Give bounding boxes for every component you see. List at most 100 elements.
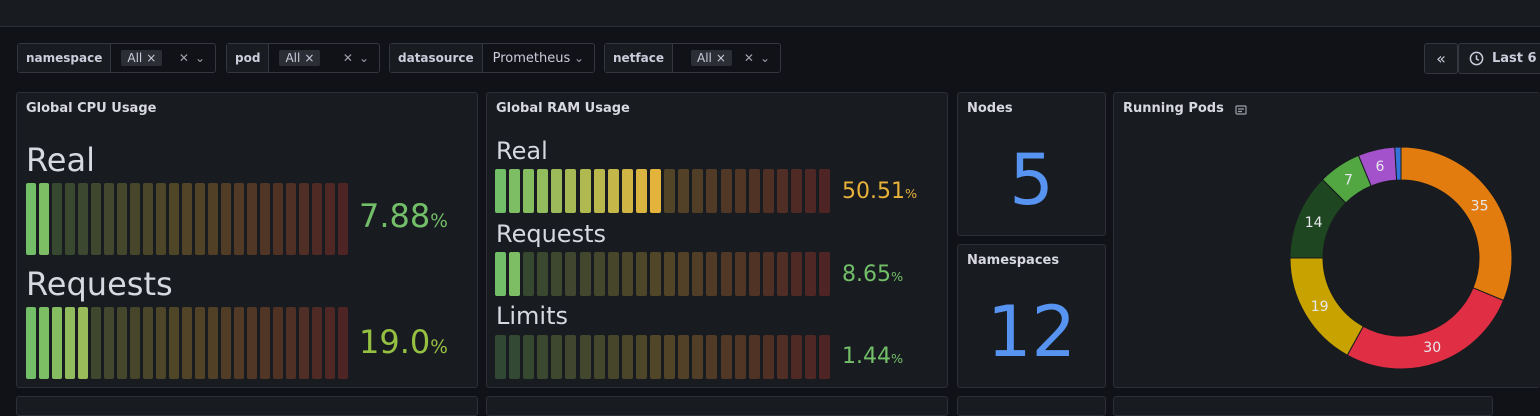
remove-icon[interactable]: × — [715, 51, 726, 65]
chevron-down-icon[interactable]: ⌄ — [194, 51, 205, 65]
gauge-cell — [299, 307, 309, 379]
chevron-down-icon[interactable]: ⌄ — [573, 51, 584, 65]
pie-slice[interactable] — [1400, 146, 1513, 302]
gauge-cell — [650, 252, 662, 296]
gauge-cell — [169, 183, 179, 255]
gauge-cell — [565, 335, 577, 379]
gauge-cell — [762, 335, 774, 379]
gauge-cell — [104, 307, 114, 379]
panel-title: Global RAM Usage — [496, 101, 630, 116]
ram-usage-panel: Global RAM Usage Real 50.51% Requests 8.… — [486, 92, 948, 388]
gauge-cell — [664, 169, 676, 213]
gauge-cell — [78, 307, 88, 379]
gauge-cell — [247, 307, 257, 379]
gauge-cell — [819, 252, 831, 296]
gauge-cell — [635, 252, 647, 296]
gauge-cell — [260, 183, 270, 255]
chevron-down-icon[interactable]: ⌄ — [358, 51, 369, 65]
gauge-label: Requests — [496, 220, 606, 248]
panel-edge — [1113, 396, 1493, 416]
panel-title: Nodes — [967, 101, 1013, 116]
running-pods-panel: Running Pods 35 30 19 14 7 6 — [1113, 92, 1540, 388]
gauge-cell — [790, 252, 802, 296]
gauge-cell — [39, 307, 49, 379]
variable-namespace[interactable]: namespace All × ✕ ⌄ — [17, 43, 216, 73]
gauge-cell — [593, 169, 605, 213]
datasource-value: Prometheus — [492, 50, 571, 66]
namespaces-count: 12 — [986, 291, 1077, 373]
variable-datasource[interactable]: datasource Prometheus ⌄ — [389, 43, 595, 73]
gauge-cell — [130, 183, 140, 255]
gauge-cell — [52, 307, 62, 379]
gauge-cell — [664, 252, 676, 296]
running-pods-donut-chart: 35 30 19 14 7 6 — [1289, 146, 1513, 370]
gauge-cell — [182, 307, 192, 379]
gauge-cell — [338, 183, 348, 255]
gauge-cell — [720, 335, 732, 379]
value-chip[interactable]: All × — [691, 50, 732, 66]
zoom-out-button[interactable]: « — [1424, 43, 1458, 74]
gauge-cell — [312, 183, 322, 255]
gauge-cell — [734, 252, 746, 296]
gauge-cell — [776, 169, 788, 213]
gauge-cell — [678, 252, 690, 296]
gauge-label: Limits — [496, 302, 568, 330]
gauge-cell — [805, 252, 817, 296]
panel-edge — [16, 396, 478, 416]
gauge-cell — [819, 335, 831, 379]
gauge-cell — [234, 183, 244, 255]
clock-icon — [1469, 51, 1484, 66]
panel-title: Running Pods — [1123, 101, 1224, 116]
gauge-cell — [579, 169, 591, 213]
gauge-cell — [650, 335, 662, 379]
variable-netface[interactable]: netface All × ✕ ⌄ — [604, 43, 781, 73]
clear-icon[interactable]: ✕ — [178, 51, 189, 65]
slice-label: 35 — [1471, 198, 1489, 214]
gauge-cell — [91, 183, 101, 255]
gauge-cell — [720, 169, 732, 213]
gauge-cell — [748, 252, 760, 296]
value-chip[interactable]: All × — [279, 50, 321, 66]
gauge-cell — [762, 252, 774, 296]
gauge-cell — [117, 183, 127, 255]
gauge-cell — [748, 169, 760, 213]
remove-icon[interactable]: × — [304, 51, 315, 65]
gauge-cell — [593, 335, 605, 379]
pie-slice[interactable] — [1346, 287, 1505, 370]
pie-slice[interactable] — [1394, 146, 1402, 181]
chevron-down-icon[interactable]: ⌄ — [759, 51, 770, 65]
gauge-cell — [156, 183, 166, 255]
ram-real-bar-gauge — [495, 169, 833, 213]
nodes-count: 5 — [1009, 139, 1054, 221]
panel-links-icon[interactable] — [1234, 103, 1248, 117]
clear-icon[interactable]: ✕ — [342, 51, 353, 65]
gauge-cell — [678, 335, 690, 379]
gauge-cell — [143, 307, 153, 379]
gauge-cell — [706, 335, 718, 379]
value-chip[interactable]: All × — [121, 50, 163, 66]
gauge-label: Requests — [26, 265, 173, 303]
time-range-picker[interactable]: Last 6 — [1458, 43, 1540, 74]
slice-label: 7 — [1344, 172, 1353, 188]
gauge-cell — [692, 252, 704, 296]
namespaces-panel: Namespaces 12 — [957, 244, 1106, 388]
gauge-cell — [565, 169, 577, 213]
slice-label: 30 — [1423, 340, 1441, 356]
gauge-cell — [195, 307, 205, 379]
variable-pod[interactable]: pod All × ✕ ⌄ — [226, 43, 380, 73]
clear-icon[interactable]: ✕ — [743, 51, 754, 65]
gauge-cell — [523, 169, 535, 213]
gauge-cell — [734, 169, 746, 213]
variable-label: pod — [227, 44, 270, 72]
gauge-cell — [762, 169, 774, 213]
gauge-cell — [579, 252, 591, 296]
gauge-cell — [325, 307, 335, 379]
gauge-cell — [286, 307, 296, 379]
gauge-cell — [91, 307, 101, 379]
gauge-cell — [65, 307, 75, 379]
gauge-cell — [537, 169, 549, 213]
remove-icon[interactable]: × — [146, 51, 157, 65]
gauge-cell — [221, 307, 231, 379]
gauge-cell — [678, 169, 690, 213]
gauge-cell — [692, 335, 704, 379]
